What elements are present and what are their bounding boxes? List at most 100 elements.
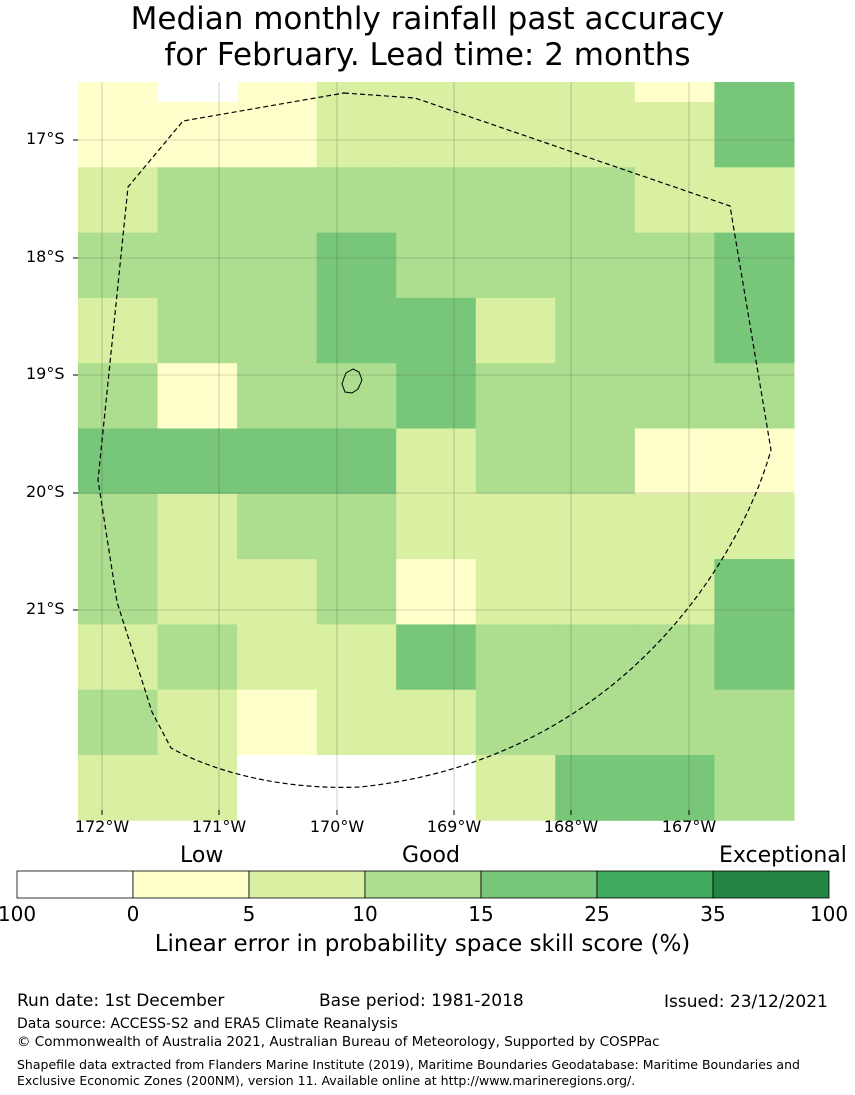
grid-cell-r3-c1: [157, 232, 238, 299]
lat-label-20s: 20°S: [26, 482, 65, 501]
grid-cell-r5-c2: [237, 363, 318, 429]
grid-cell-r6-c1: [157, 428, 238, 495]
colorbar-tick-3: 10: [352, 902, 378, 926]
colorbar-segment-0: [16, 870, 134, 899]
grid-cell-r4-c6: [555, 297, 636, 364]
grid-cell-r11-c1: [157, 755, 238, 821]
grid-cell-r10-c5: [475, 689, 556, 756]
grid-cell-r0-c0: [78, 82, 159, 103]
grid-cell-r0-c5: [475, 82, 556, 103]
grid-cell-r1-c8: [714, 102, 795, 168]
grid-cell-r10-c8: [714, 689, 795, 756]
grid-cell-r0-c1: [157, 82, 238, 103]
grid-cell-r10-c7: [634, 689, 715, 756]
grid-cell-r11-c8: [714, 755, 795, 821]
grid-cell-r1-c6: [555, 102, 636, 168]
colorbar-segment-4: [480, 870, 598, 899]
grid-cell-r4-c4: [396, 297, 477, 364]
colorbar-segment-5: [596, 870, 714, 899]
lon-label-171w: 171°W: [191, 817, 247, 836]
grid-cell-r8-c2: [237, 559, 318, 625]
lon-label-167w: 167°W: [661, 817, 717, 836]
grid-cell-r0-c2: [237, 82, 318, 103]
colorbar-tick-5: 25: [584, 902, 610, 926]
grid-cell-r6-c6: [555, 428, 636, 495]
grid-cell-r9-c0: [78, 624, 159, 691]
grid-cell-r6-c0: [78, 428, 159, 495]
grid-cell-r0-c7: [634, 82, 715, 103]
grid-cell-r8-c7: [634, 559, 715, 625]
colorbar: [16, 870, 830, 899]
grid-cell-r5-c7: [634, 363, 715, 429]
grid-cell-r10-c1: [157, 689, 238, 756]
lon-label-169w: 169°W: [426, 817, 482, 836]
grid-cell-r10-c3: [316, 689, 397, 756]
skill-grid: [78, 82, 795, 821]
grid-cell-r4-c1: [157, 297, 238, 364]
grid-cell-r11-c2: [237, 755, 318, 821]
grid-cell-r9-c4: [396, 624, 477, 691]
grid-cell-r9-c6: [555, 624, 636, 691]
axis-ticks: [73, 139, 690, 815]
lat-label-17s: 17°S: [26, 129, 65, 148]
grid-cell-r1-c7: [634, 102, 715, 168]
grid-cell-r7-c1: [157, 493, 238, 560]
copyright-notice: © Commonwealth of Australia 2021, Austra…: [17, 1034, 660, 1050]
map-title-line-1: Median monthly rainfall past accuracy: [130, 1, 725, 37]
grid-cell-r2-c2: [237, 167, 318, 234]
grid-cell-r4-c0: [78, 297, 159, 364]
grid-cell-r3-c6: [555, 232, 636, 299]
grid-cell-r3-c7: [634, 232, 715, 299]
grid-cell-r3-c3: [316, 232, 397, 299]
grid-cell-r4-c7: [634, 297, 715, 364]
grid-cell-r10-c0: [78, 689, 159, 756]
grid-cell-r9-c7: [634, 624, 715, 691]
legend-category-good: Good: [402, 843, 460, 868]
grid-cell-r10-c2: [237, 689, 318, 756]
grid-cell-r2-c5: [475, 167, 556, 234]
grid-cell-r8-c3: [316, 559, 397, 625]
grid-cell-r4-c5: [475, 297, 556, 364]
colorbar-segment-2: [248, 870, 366, 899]
colorbar-tick-1: 0: [126, 902, 140, 926]
grid-cell-r1-c5: [475, 102, 556, 168]
grid-cell-r9-c5: [475, 624, 556, 691]
grid-cell-r2-c8: [714, 167, 795, 234]
grid-cell-r3-c8: [714, 232, 795, 299]
skill-score-map: [73, 82, 795, 821]
graticule: [78, 82, 794, 810]
colorbar-tick-4: 15: [468, 902, 494, 926]
grid-cell-r2-c4: [396, 167, 477, 234]
grid-cell-r7-c4: [396, 493, 477, 560]
colorbar-tick-0: 100: [0, 902, 37, 926]
grid-cell-r7-c8: [714, 493, 795, 560]
grid-cell-r0-c8: [714, 82, 795, 103]
grid-cell-r0-c4: [396, 82, 477, 103]
grid-cell-r6-c5: [475, 428, 556, 495]
issued-date: Issued: 23/12/2021: [664, 992, 828, 1012]
grid-cell-r11-c5: [475, 755, 556, 821]
grid-cell-r1-c2: [237, 102, 318, 168]
grid-cell-r11-c3: [316, 755, 397, 821]
grid-cell-r0-c6: [555, 82, 636, 103]
colorbar-tick-2: 5: [242, 902, 256, 926]
grid-cell-r3-c4: [396, 232, 477, 299]
lat-label-21s: 21°S: [26, 599, 65, 618]
grid-cell-r10-c4: [396, 689, 477, 756]
grid-cell-r5-c8: [714, 363, 795, 429]
grid-cell-r4-c2: [237, 297, 318, 364]
grid-cell-r6-c4: [396, 428, 477, 495]
grid-cell-r8-c0: [78, 559, 159, 625]
grid-cell-r1-c4: [396, 102, 477, 168]
legend-category-exceptional: Exceptional: [719, 843, 847, 868]
grid-cell-r3-c5: [475, 232, 556, 299]
grid-cell-r7-c2: [237, 493, 318, 560]
grid-cell-r5-c0: [78, 363, 159, 429]
grid-cell-r11-c7: [634, 755, 715, 821]
legend-category-low: Low: [180, 843, 224, 868]
grid-cell-r5-c4: [396, 363, 477, 429]
grid-cell-r1-c3: [316, 102, 397, 168]
grid-cell-r11-c6: [555, 755, 636, 821]
grid-cell-r3-c2: [237, 232, 318, 299]
grid-cell-r6-c3: [316, 428, 397, 495]
